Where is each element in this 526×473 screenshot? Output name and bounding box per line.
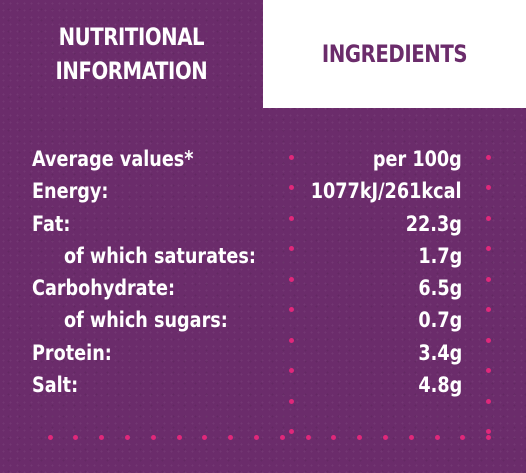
table-row: Salt: 4.8g [32,369,472,401]
row-value: 22.3g [405,211,462,236]
divider-dot [485,154,491,160]
divider-dot [202,434,208,440]
row-value: 1.7g [418,243,462,268]
row-label: Fat: [32,211,71,236]
divider-dot [288,185,294,190]
divider-dot [288,215,294,221]
divider-dot [382,434,388,440]
divider-dot [288,429,294,434]
divider-dot [485,368,491,373]
divider-dot [99,434,105,440]
table-row: Energy: 1077kJ/261kcal [32,175,472,207]
tab-ingredients-label: INGREDIENTS [321,40,468,68]
row-label: of which sugars: [64,308,228,333]
table-header-row: Average values* per 100g [32,143,472,175]
divider-dot [279,434,285,440]
nutrition-table: Average values* per 100g Energy: 1077kJ/… [32,143,472,401]
divider-dot [486,434,492,440]
row-label: of which saturates: [64,243,256,268]
divider-dot [331,434,337,440]
divider-dot [460,434,466,440]
divider-dot [305,434,311,440]
row-value: 3.4g [418,340,462,365]
table-row: Protein: 3.4g [32,337,472,369]
divider-dot [485,185,491,190]
divider-dot [485,246,491,251]
divider-dot [150,434,156,440]
divider-dot [253,434,259,440]
divider-dot [288,246,294,251]
header-label: Average values* [32,147,194,171]
table-row: of which sugars: 0.7g [32,304,472,336]
tab-ingredients[interactable]: INGREDIENTS [263,0,526,108]
divider-dot [288,154,294,160]
divider-dot [434,434,440,440]
divider-dot [485,429,491,434]
table-row: Carbohydrate: 6.5g [32,272,472,304]
divider-dot [47,434,53,440]
row-value: 0.7g [418,308,462,333]
table-row: Fat: 22.3g [32,208,472,240]
tab-nutrition-label-line2: INFORMATION [55,57,208,85]
divider-dot [228,434,234,440]
tab-nutritional-information[interactable]: NUTRITIONAL INFORMATION [24,0,240,108]
divider-dot [288,368,294,373]
divider-dot [485,337,491,343]
divider-dot [485,276,491,282]
tab-nutrition-label-line1: NUTRITIONAL [58,23,205,51]
divider-dot [124,434,130,440]
divider-dot [485,215,491,221]
row-label: Protein: [32,340,112,365]
row-value: 4.8g [418,373,462,398]
divider-dot [485,307,491,312]
divider-dot [288,276,294,282]
header-value: per 100g [373,147,462,171]
divider-dot [485,398,491,404]
divider-dot [288,307,294,312]
divider-dot [73,434,79,440]
row-label: Carbohydrate: [32,276,176,301]
divider-dot [288,337,294,343]
divider-dot [176,434,182,440]
row-label: Energy: [32,179,109,204]
row-value: 6.5g [418,276,462,301]
table-row: of which saturates: 1.7g [32,240,472,272]
row-label: Salt: [32,373,79,398]
divider-dot [288,398,294,404]
divider-dot [357,434,363,440]
row-value: 1077kJ/261kcal [311,179,462,204]
divider-dot [408,434,414,440]
